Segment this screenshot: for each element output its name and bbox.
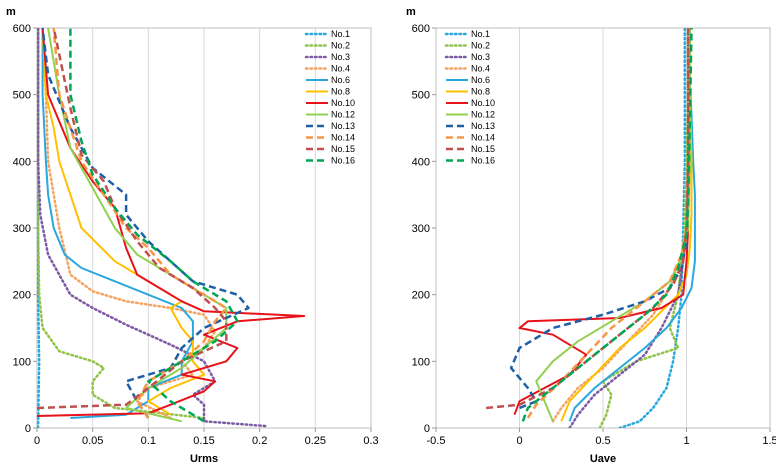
y-tick-label: 400 (412, 156, 430, 168)
series-line-no2 (37, 28, 206, 420)
series-line-no3 (568, 28, 690, 428)
x-tick-label: 0.15 (193, 435, 214, 447)
legend-label: No.2 (331, 41, 350, 51)
legend-label: No.12 (331, 110, 355, 120)
x-tick-label: 0.25 (305, 435, 326, 447)
legend-label: No.13 (471, 121, 495, 131)
legend-label: No.8 (331, 87, 350, 97)
series-line-no6 (568, 28, 696, 422)
legend-label: No.4 (471, 64, 490, 74)
series-line-no15 (485, 28, 690, 410)
y-tick-label: 100 (412, 356, 430, 368)
y-tick-label: 300 (13, 223, 31, 235)
y-axis-label: m (6, 6, 16, 18)
legend-label: No.3 (331, 52, 350, 62)
y-tick-label: 600 (412, 23, 430, 35)
legend-label: No.16 (331, 156, 355, 166)
series-line-no8 (560, 28, 693, 422)
legend-label: No.10 (471, 98, 495, 108)
legend-label: No.6 (331, 75, 350, 85)
x-tick-label: 1 (683, 435, 689, 447)
y-tick-label: 300 (412, 223, 430, 235)
x-tick-label: -0.5 (427, 435, 446, 447)
y-tick-label: 600 (13, 23, 31, 35)
y-tick-label: 200 (412, 290, 430, 302)
x-tick-label: 0 (516, 435, 522, 447)
x-tick-label: 0.3 (363, 435, 378, 447)
y-tick-label: 0 (424, 423, 430, 435)
y-tick-label: 100 (13, 356, 31, 368)
series-line-no10 (37, 28, 306, 417)
series-line-no12 (47, 28, 228, 423)
x-axis-label: Uave (590, 453, 616, 465)
legend-label: No.2 (471, 41, 490, 51)
series-line-no2 (598, 28, 690, 428)
legend-label: No.1 (331, 29, 350, 39)
series-line-no16 (69, 28, 239, 423)
legend-label: No.3 (471, 52, 490, 62)
series-layer (37, 28, 306, 428)
y-axis-label: m (406, 6, 416, 18)
y-tick-label: 200 (13, 290, 31, 302)
legend-label: No.4 (331, 64, 350, 74)
legend-label: No.14 (331, 133, 355, 143)
x-tick-label: 0.05 (82, 435, 103, 447)
legend-label: No.13 (331, 121, 355, 131)
legend-label: No.12 (471, 110, 495, 120)
y-tick-label: 500 (13, 90, 31, 102)
x-tick-label: 0.5 (595, 435, 610, 447)
y-tick-label: 400 (13, 156, 31, 168)
legend-label: No.15 (331, 144, 355, 154)
legend-label: No.14 (471, 133, 495, 143)
series-line-no12 (535, 28, 691, 422)
urms-chart: m 0 0.05 0.1 0.15 0.2 0.25 0.3 0 100 200 300 400 500… (6, 6, 379, 465)
legend-label: No.15 (471, 144, 495, 154)
legend-label: No.8 (471, 87, 490, 97)
series-line-no4 (551, 28, 692, 423)
x-tick-label: 0 (34, 435, 40, 447)
series-line-no6 (41, 28, 194, 419)
legend-label: No.10 (331, 98, 355, 108)
y-tick-label: 0 (25, 423, 31, 435)
series-line-no15 (37, 28, 228, 410)
x-tick-label: 0.2 (252, 435, 267, 447)
x-tick-label: 0.1 (141, 435, 156, 447)
x-tick-label: 1.5 (762, 435, 776, 447)
legend-label: No.6 (471, 75, 490, 85)
y-tick-label: 500 (412, 90, 430, 102)
series-line-no13 (41, 28, 250, 419)
series-line-no4 (41, 28, 217, 420)
legend-label: No.1 (471, 29, 490, 39)
series-line-no16 (521, 28, 693, 422)
series-line-no1 (618, 28, 687, 428)
series-line-no3 (37, 28, 267, 428)
x-axis-label: Urms (190, 453, 218, 465)
legend-label: No.16 (471, 156, 495, 166)
series-layer (485, 28, 696, 428)
series-line-no10 (513, 28, 691, 416)
